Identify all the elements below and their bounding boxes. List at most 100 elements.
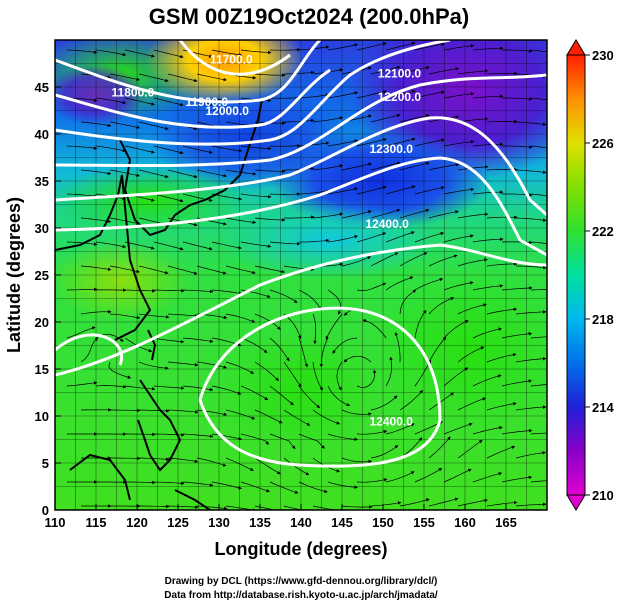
contour-label: 12000.0 xyxy=(206,104,250,118)
streamline xyxy=(443,281,474,291)
streamline xyxy=(167,169,198,179)
x-tick-label: 125 xyxy=(167,515,189,530)
streamline xyxy=(283,166,315,171)
streamline xyxy=(124,49,155,58)
streamline xyxy=(211,481,242,490)
streamline xyxy=(486,215,518,219)
streamline xyxy=(486,500,518,507)
streamline xyxy=(109,73,140,81)
streamline xyxy=(457,69,489,75)
streamline xyxy=(298,481,328,493)
x-tick-label: 150 xyxy=(372,515,394,530)
grid-lines xyxy=(55,40,547,510)
streamline xyxy=(443,92,475,99)
x-tick-label: 115 xyxy=(86,515,107,530)
streamline xyxy=(443,187,475,195)
y-tick-label: 0 xyxy=(42,503,49,518)
streamline xyxy=(269,385,294,406)
streamline xyxy=(472,190,504,195)
streamline xyxy=(138,73,169,83)
streamline xyxy=(457,498,488,507)
streamline xyxy=(95,97,127,105)
streamline xyxy=(80,309,112,315)
streamline xyxy=(240,337,268,353)
streamline xyxy=(515,502,547,507)
streamline xyxy=(472,94,504,99)
streamline xyxy=(269,144,301,148)
streamline xyxy=(370,161,401,171)
streamline xyxy=(385,185,416,195)
streamline xyxy=(312,409,341,425)
streamline xyxy=(95,385,127,389)
streamline xyxy=(138,121,169,131)
colorbar-ticks: 210 214 218 222 226 230 xyxy=(585,48,614,503)
streamline xyxy=(399,498,430,507)
streamline xyxy=(502,49,533,53)
streamline xyxy=(486,119,518,124)
streamline xyxy=(356,90,387,99)
contour-12100 xyxy=(55,73,547,168)
streamline xyxy=(399,161,430,171)
streamline xyxy=(110,408,141,413)
streamline xyxy=(341,409,372,416)
streamline xyxy=(501,428,533,435)
streamline xyxy=(515,121,547,127)
y-tick-label: 45 xyxy=(35,80,49,95)
streamline xyxy=(196,409,228,416)
streamline xyxy=(269,96,301,100)
streamline xyxy=(356,185,387,195)
streamline xyxy=(501,475,533,483)
streamline xyxy=(515,405,547,411)
field-blob xyxy=(220,330,380,450)
x-tick-label: 130 xyxy=(208,515,230,530)
streamline xyxy=(211,289,243,295)
contour-11900 xyxy=(55,68,331,129)
streamline xyxy=(153,433,185,437)
y-tick-label: 10 xyxy=(35,409,49,424)
streamline xyxy=(457,303,487,315)
streamline xyxy=(370,113,401,123)
streamline xyxy=(414,138,445,147)
x-tick-label: 140 xyxy=(290,515,312,530)
streamline xyxy=(428,392,455,411)
streamline xyxy=(486,402,517,411)
contour-label: 11700.0 xyxy=(210,53,253,67)
streamline xyxy=(298,189,330,195)
streamline xyxy=(394,331,401,363)
streamline xyxy=(530,145,547,149)
streamline xyxy=(269,192,301,196)
colorbar-bottom-cap xyxy=(566,494,586,511)
streamline xyxy=(283,215,315,219)
streamline xyxy=(530,49,547,53)
coastline-borneo xyxy=(69,453,131,501)
streamline xyxy=(385,41,416,51)
streamline xyxy=(80,265,112,271)
streamline xyxy=(443,44,475,51)
chart-title: GSM 00Z19Oct2024 (200.0hPa) xyxy=(149,4,469,29)
streamline xyxy=(108,361,132,379)
streamline xyxy=(327,433,358,442)
streamline xyxy=(486,353,517,363)
streamline xyxy=(327,187,358,195)
streamline xyxy=(80,337,99,363)
y-tick-label: 20 xyxy=(35,315,49,330)
streamline xyxy=(530,480,547,483)
streamline xyxy=(66,381,98,387)
streamline xyxy=(66,287,98,292)
streamline xyxy=(399,114,430,123)
streamline xyxy=(283,70,315,75)
streamline xyxy=(472,327,502,339)
streamline xyxy=(254,265,285,274)
streamline xyxy=(211,385,242,395)
streamline xyxy=(457,439,483,459)
colorbar-tick-label: 226 xyxy=(592,136,614,151)
streamline xyxy=(502,145,533,149)
streamline xyxy=(182,289,214,294)
x-axis-title: Longitude (degrees) xyxy=(214,539,387,559)
streamline xyxy=(225,265,256,275)
streamline xyxy=(443,367,469,387)
streamline xyxy=(332,337,358,354)
y-tick-label: 25 xyxy=(35,268,49,283)
